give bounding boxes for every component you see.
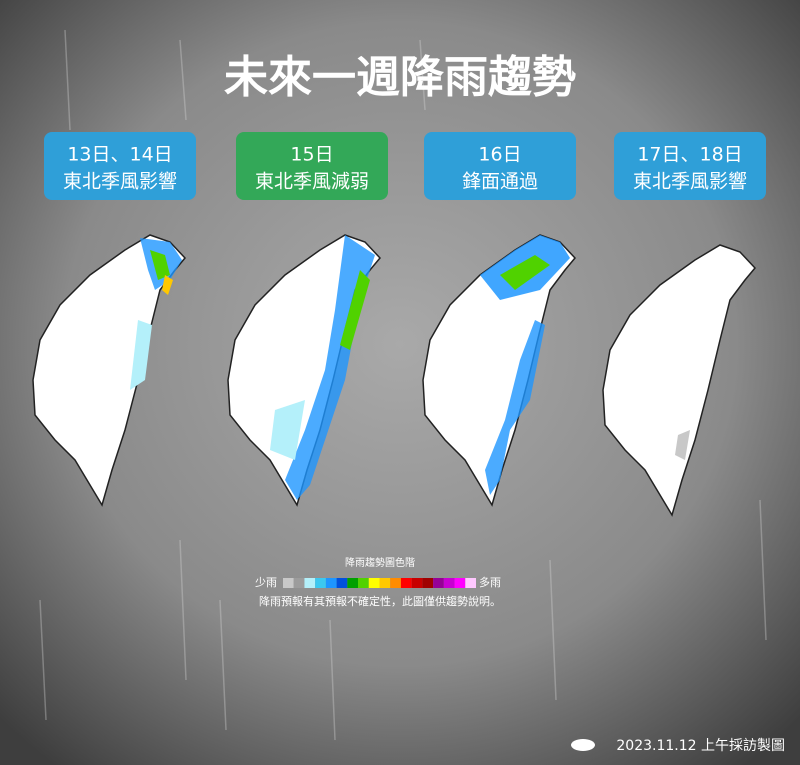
legend-swatch [433, 578, 444, 588]
legend-swatch [325, 578, 337, 588]
title: 未來一週降雨趨勢 [224, 52, 576, 103]
rain-streaks [39, 29, 767, 741]
panel-date: 17日、18日 [637, 144, 742, 166]
legend-swatch [358, 578, 369, 588]
panel-label: 東北季風影響 [63, 171, 177, 193]
map [422, 234, 576, 506]
legend-swatch [379, 578, 391, 588]
legend-swatch [390, 578, 401, 588]
legend-swatch [315, 578, 326, 588]
legend-swatch [400, 578, 412, 588]
legend-swatch [465, 578, 476, 588]
legend-swatch [293, 578, 305, 588]
logo [571, 739, 595, 751]
map [32, 234, 186, 506]
legend-swatch [422, 578, 434, 588]
legend-swatch [411, 578, 423, 588]
panel-date: 15日 [290, 144, 333, 166]
legend-low: 少雨 [255, 576, 277, 589]
legend-swatch [347, 578, 359, 588]
panel-box [236, 132, 388, 200]
legend-swatch [283, 578, 294, 588]
panel-label: 鋒面通過 [462, 171, 538, 193]
panel-date: 13日、14日 [67, 144, 172, 166]
legend-swatch [336, 578, 348, 588]
panel-label: 東北季風影響 [633, 171, 747, 193]
panel-box [424, 132, 576, 200]
note: 降雨預報有其預報不確定性，此圖僅供趨勢說明。 [259, 594, 501, 608]
panel-box [44, 132, 196, 200]
legend-swatch [304, 578, 316, 588]
panel-box [614, 132, 766, 200]
panel-label: 東北季風減弱 [255, 171, 369, 193]
legend-swatch [443, 578, 455, 588]
map [602, 244, 756, 516]
footer: 2023.11.12 上午採訪製圖 [616, 738, 785, 754]
map [227, 234, 381, 506]
panel-date: 16日 [478, 144, 521, 166]
legend-swatch [454, 578, 466, 588]
legend-swatch [368, 578, 380, 588]
legend-high: 多雨 [479, 575, 501, 589]
legend-title: 降雨趨勢圖色階 [345, 556, 415, 569]
